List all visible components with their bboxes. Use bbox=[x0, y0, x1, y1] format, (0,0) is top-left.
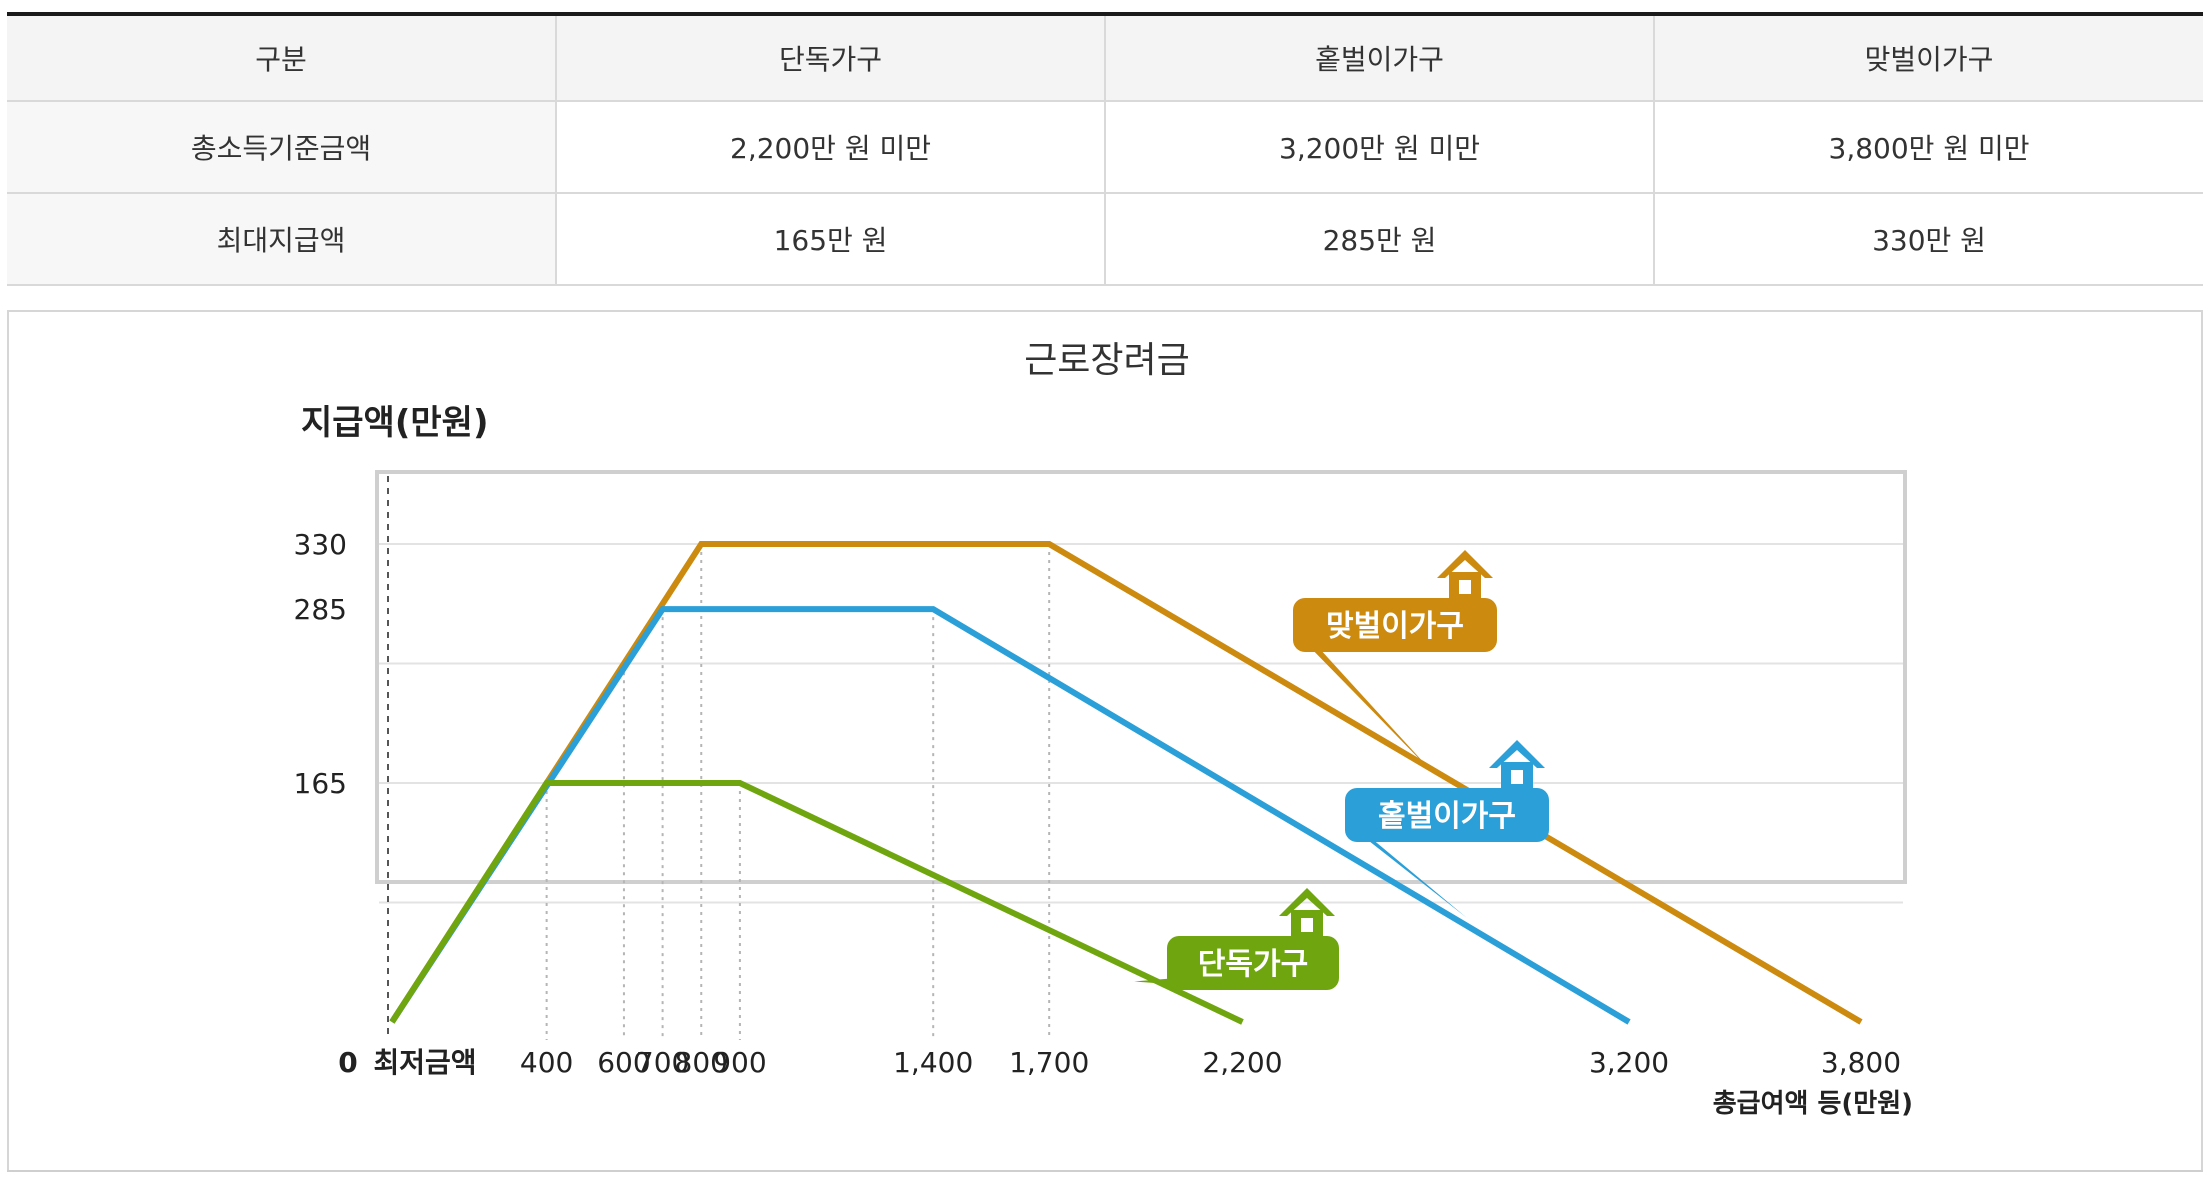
summary-table: 구분 단독가구 홑벌이가구 맞벌이가구 총소득기준금액 2,200만 원 미만 … bbox=[7, 12, 2203, 286]
x-tick-label: 900 bbox=[713, 1046, 766, 1079]
table-cell: 165만 원 bbox=[555, 193, 1105, 286]
table-header-cell: 홑벌이가구 bbox=[1104, 14, 1654, 102]
chart-title: 근로장려금 bbox=[1024, 340, 1190, 381]
tag-box bbox=[1345, 788, 1549, 842]
series-tag: 홑벌이가구 bbox=[1345, 740, 1549, 918]
table-header-cell: 구분 bbox=[7, 14, 556, 102]
table-cell: 3,800만 원 미만 bbox=[1653, 101, 2203, 194]
y-tick-label: 330 bbox=[294, 528, 347, 561]
guide-layer bbox=[545, 544, 1051, 1040]
house-icon bbox=[1279, 888, 1335, 936]
x-tick-label: 1,700 bbox=[1009, 1046, 1089, 1079]
x-tick-label: 600 bbox=[597, 1046, 650, 1079]
x-origin-label: 최저금액 bbox=[373, 1046, 476, 1079]
x-tick-label: 3,200 bbox=[1589, 1046, 1669, 1079]
house-icon bbox=[1437, 550, 1493, 598]
table-cell: 총소득기준금액 bbox=[7, 101, 556, 194]
y-tick-label: 285 bbox=[294, 593, 347, 626]
series-tag-label: 단독가구 bbox=[1198, 947, 1308, 982]
tag-box bbox=[1293, 598, 1497, 652]
tag-pointer bbox=[1355, 830, 1467, 918]
x-tick-label: 3,800 bbox=[1821, 1046, 1901, 1079]
y-tick-label: 165 bbox=[294, 767, 347, 800]
y-axis-title: 지급액(만원) bbox=[301, 403, 488, 443]
tag-box bbox=[1167, 936, 1339, 990]
house-door bbox=[1459, 580, 1471, 594]
table-cell: 최대지급액 bbox=[7, 193, 556, 286]
x-tick-label: 800 bbox=[675, 1046, 728, 1079]
table-cell: 2,200만 원 미만 bbox=[555, 101, 1105, 194]
panel-bottom-border bbox=[7, 1170, 2203, 1172]
x-tick-label: 400 bbox=[520, 1046, 573, 1079]
tag-pointer bbox=[1303, 640, 1436, 776]
y-origin-label: 0 bbox=[338, 1046, 357, 1079]
x-tick-label: 1,400 bbox=[893, 1046, 973, 1079]
x-axis-title: 총급여액 등(만원) bbox=[1713, 1089, 1913, 1119]
table-header-row: 구분 단독가구 홑벌이가구 맞벌이가구 bbox=[7, 14, 2203, 102]
series-tag: 단독가구 bbox=[1134, 888, 1339, 990]
house-roof bbox=[1279, 888, 1335, 916]
table-cell: 3,200만 원 미만 bbox=[1104, 101, 1654, 194]
table-header-cell: 단독가구 bbox=[555, 14, 1105, 102]
series-tag-label: 맞벌이가구 bbox=[1326, 609, 1464, 644]
house-icon bbox=[1489, 740, 1545, 788]
x-tick-label: 2,200 bbox=[1202, 1046, 1282, 1079]
house-door bbox=[1511, 770, 1523, 784]
house-roof bbox=[1489, 740, 1545, 768]
chart-panel: 근로장려금 지급액(만원) 330 285 165 400 600 700 800 900 1,… bbox=[7, 310, 2203, 1172]
table-cell: 285만 원 bbox=[1104, 193, 1654, 286]
house-roof bbox=[1437, 550, 1493, 578]
table-cell: 330만 원 bbox=[1653, 193, 2203, 286]
table-row: 총소득기준금액 2,200만 원 미만 3,200만 원 미만 3,800만 원… bbox=[7, 101, 2203, 194]
house-door bbox=[1301, 918, 1313, 932]
x-tick-label: 700 bbox=[636, 1046, 689, 1079]
series-tag-label: 홑벌이가구 bbox=[1378, 799, 1516, 834]
series-tag: 맞벌이가구 bbox=[1293, 550, 1497, 776]
table-header-cell: 맞벌이가구 bbox=[1653, 14, 2203, 102]
series-line bbox=[389, 780, 1244, 1025]
plot-area bbox=[375, 470, 1907, 884]
series-layer bbox=[389, 541, 1863, 1025]
table-row: 최대지급액 165만 원 285만 원 330만 원 bbox=[7, 193, 2203, 286]
